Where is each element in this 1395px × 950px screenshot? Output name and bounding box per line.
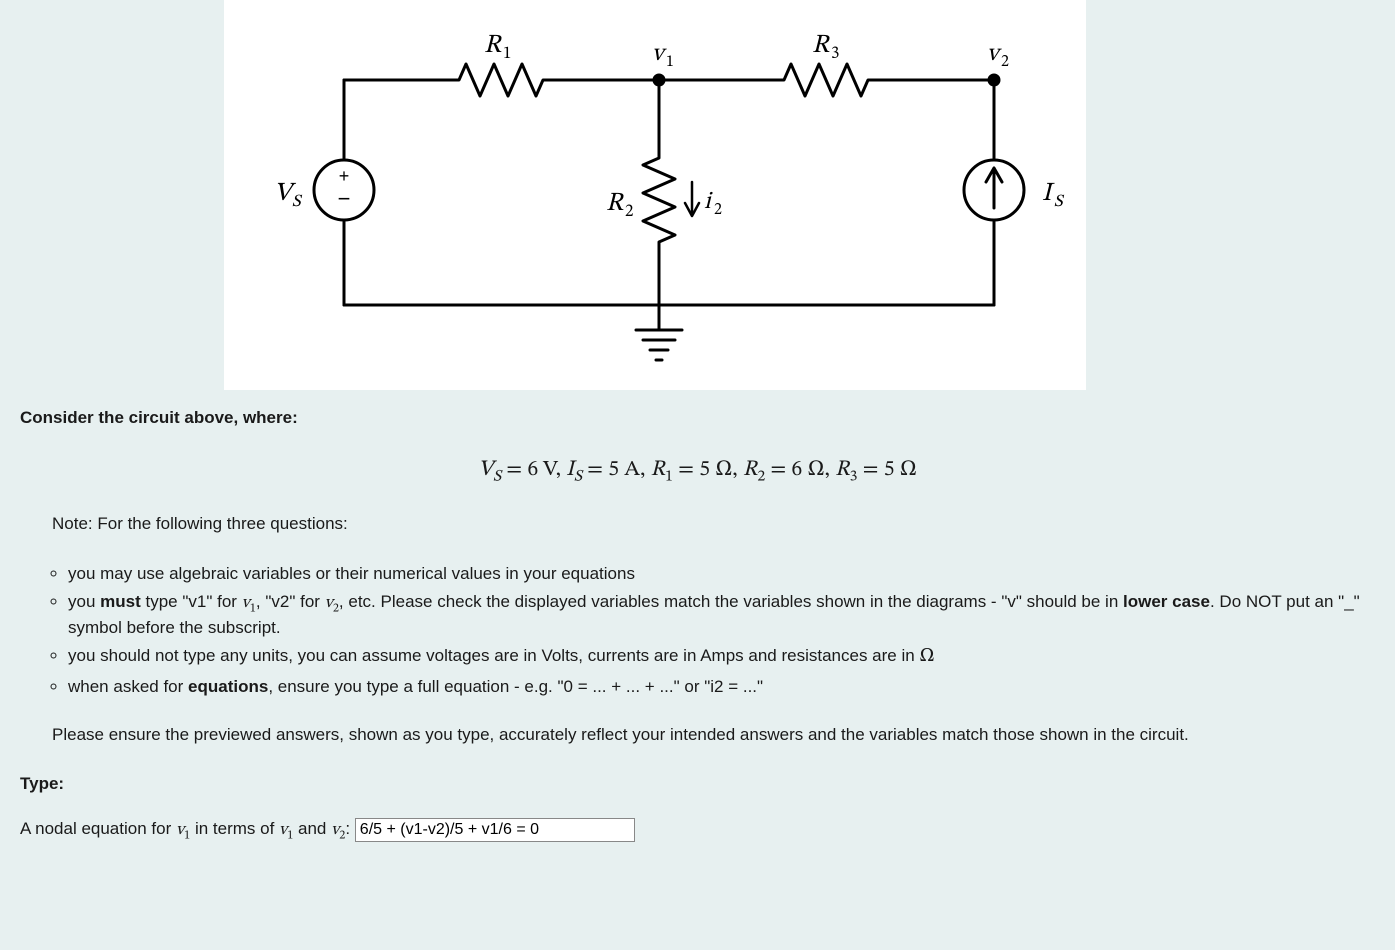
- type-label: Type:: [20, 774, 1375, 794]
- svg-text:−: −: [338, 186, 351, 211]
- note-text: Note: For the following three questions:: [52, 514, 1375, 534]
- svg-text:v: v: [652, 42, 667, 66]
- instruction-item: when asked for equations, ensure you typ…: [68, 675, 1375, 699]
- values-line: VS = 6 V, IS = 5 A, R1 = 5 Ω, R2 = 6 Ω, …: [20, 456, 1375, 484]
- svg-text:1: 1: [666, 54, 674, 70]
- preview-note: Please ensure the previewed answers, sho…: [52, 723, 1375, 747]
- svg-text:R: R: [484, 33, 502, 59]
- svg-text:v: v: [987, 42, 1002, 66]
- answer-row: A nodal equation for v1 in terms of v1 a…: [20, 818, 1375, 842]
- instruction-item: you should not type any units, you can a…: [68, 643, 1375, 670]
- svg-text:R: R: [812, 33, 830, 59]
- svg-text:S: S: [1054, 194, 1065, 211]
- svg-text:R: R: [606, 191, 624, 217]
- instruction-item: you must type "v1" for v1, "v2" for v2, …: [68, 590, 1375, 640]
- svg-text:S: S: [292, 194, 303, 211]
- svg-text:2: 2: [625, 204, 633, 221]
- answer-input[interactable]: [355, 818, 635, 842]
- circuit-svg: + −: [244, 20, 1066, 380]
- instruction-item: you may use algebraic variables or their…: [68, 562, 1375, 586]
- svg-text:1: 1: [503, 46, 511, 63]
- svg-text:+: +: [339, 166, 350, 186]
- svg-text:3: 3: [831, 46, 839, 63]
- svg-text:i: i: [704, 190, 713, 214]
- circuit-diagram: + −: [224, 0, 1086, 390]
- answer-prompt: A nodal equation for v1 in terms of v1 a…: [20, 819, 355, 838]
- svg-text:2: 2: [714, 202, 722, 218]
- svg-text:2: 2: [1001, 54, 1009, 70]
- intro-text: Consider the circuit above, where:: [20, 408, 1375, 428]
- instructions-list: you may use algebraic variables or their…: [48, 562, 1375, 699]
